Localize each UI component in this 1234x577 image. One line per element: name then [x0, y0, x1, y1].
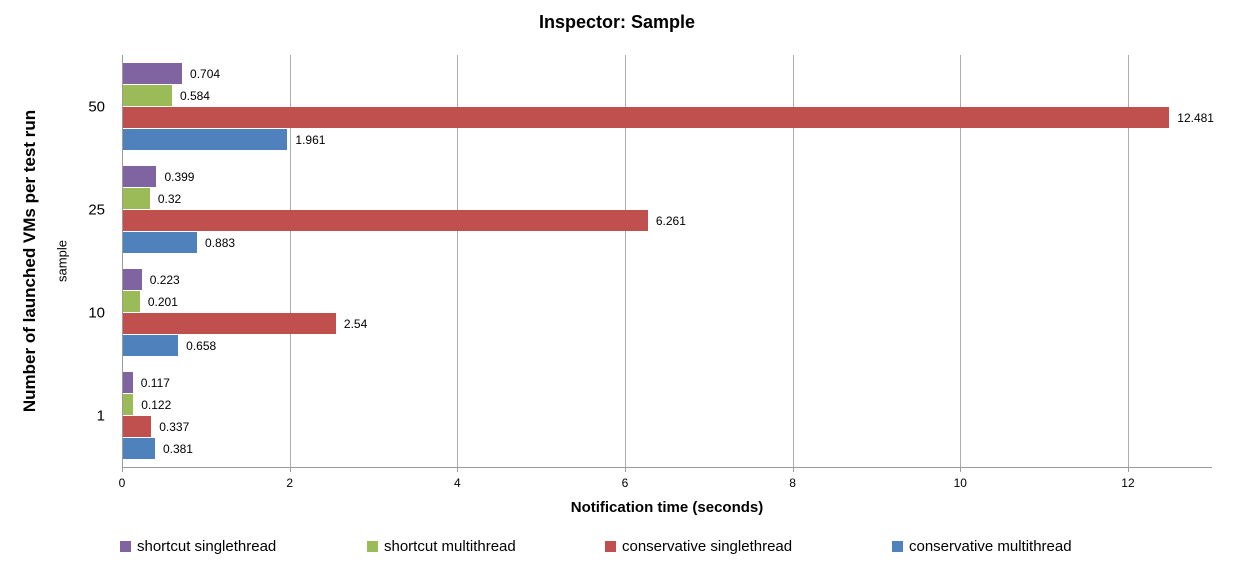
x-tick-label: 12 [1121, 476, 1135, 490]
x-axis-line [122, 467, 1212, 468]
x-axis-title: Notification time (seconds) [570, 499, 764, 516]
legend-label: shortcut singlethread [137, 538, 277, 555]
bar-value-label: 0.883 [205, 235, 236, 250]
bar-value-label: 1.961 [295, 132, 326, 147]
bar-value-label: 0.658 [186, 338, 217, 353]
legend: shortcut singlethread shortcut multithrea… [0, 538, 1234, 562]
bar [123, 416, 152, 437]
category-label: 1 [96, 407, 105, 424]
category-label: 10 [88, 304, 105, 321]
bar [123, 313, 336, 334]
bar [123, 63, 183, 84]
tick-mark [1127, 468, 1129, 472]
bar-value-label: 0.32 [157, 191, 182, 206]
bar-value-label: 0.223 [149, 272, 180, 287]
bar [123, 372, 133, 393]
bar [123, 166, 157, 187]
bar [123, 107, 1170, 128]
bar [123, 129, 288, 150]
category-label: 50 [88, 98, 105, 115]
gridline [1127, 55, 1129, 467]
gridline [289, 55, 291, 467]
bar-value-label: 0.201 [147, 294, 178, 309]
legend-item: conservative multithread [892, 538, 1072, 555]
legend-label: conservative singlethread [622, 538, 793, 555]
bar [123, 85, 172, 106]
bar-value-label: 0.704 [190, 66, 221, 81]
bar-value-label: 6.261 [655, 213, 686, 228]
legend-item: conservative singlethread [605, 538, 792, 555]
x-tick-label: 6 [621, 476, 629, 490]
legend-label: shortcut multithread [384, 538, 516, 555]
bar-value-label: 12.481 [1177, 110, 1214, 125]
gridline [457, 55, 459, 467]
legend-swatch-icon [367, 541, 378, 552]
tick-mark [122, 468, 123, 472]
bar-value-label: 0.381 [162, 441, 193, 456]
tick-mark [624, 468, 626, 472]
x-tick-label: 10 [953, 476, 967, 490]
legend-item: shortcut singlethread [120, 538, 276, 555]
gridline [624, 55, 626, 467]
bar [123, 438, 155, 459]
chart-title: Inspector: Sample [538, 12, 696, 32]
tick-mark [792, 468, 794, 472]
gridline [792, 55, 794, 467]
bar-value-label: 0.584 [179, 88, 210, 103]
bar-value-label: 2.54 [343, 316, 368, 331]
legend-swatch-icon [605, 541, 616, 552]
bar-value-label: 0.117 [140, 375, 170, 390]
tick-mark [289, 468, 291, 472]
bar [123, 210, 648, 231]
tick-mark [960, 468, 962, 472]
plot-area: 0 2 4 6 8 10 12 50 0.704 0.584 12.481 1.961 25 0.399 0… [88, 55, 1214, 490]
x-tick-label: 8 [789, 476, 796, 490]
bar [123, 269, 142, 290]
bar-value-label: 0.337 [159, 419, 190, 434]
bar [123, 232, 198, 253]
legend-swatch-icon [120, 541, 131, 552]
tick-mark [457, 468, 459, 472]
y-axis-line [122, 55, 123, 467]
bar-value-label: 0.399 [164, 169, 195, 184]
category-label: 25 [88, 201, 105, 218]
bar [123, 335, 179, 356]
legend-swatch-icon [892, 541, 903, 552]
bar [123, 188, 150, 209]
x-tick-label: 2 [286, 476, 293, 490]
x-tick-label: 0 [118, 476, 126, 490]
bar [123, 394, 134, 415]
bar [123, 291, 140, 312]
bar-value-label: 0.122 [141, 397, 172, 412]
x-tick-label: 4 [453, 476, 461, 490]
legend-label: conservative multithread [909, 538, 1072, 555]
legend-item: shortcut multithread [367, 538, 516, 555]
gridline [960, 55, 962, 467]
